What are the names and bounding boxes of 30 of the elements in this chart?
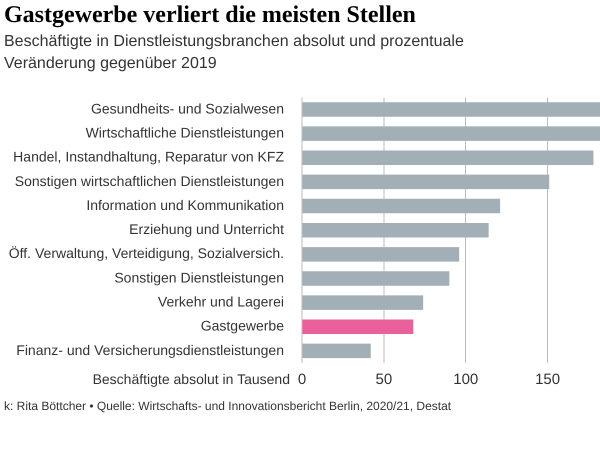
bar: [302, 247, 460, 262]
text: k: Rita Böttcher • Quelle: Wirtschafts- und Innovationsbericht Berlin, 2020/21, Destat: [3, 398, 452, 415]
y-tick-label: Finanz- und Versicherungsdienstleistungen: [16, 342, 284, 358]
y-tick-label: Information und Kommunikation: [86, 196, 284, 213]
y-tick-label: Gastgewerbe: [200, 318, 284, 334]
y-tick-label: Sonstigen wirtschaftlichen Dienstleistungen: [14, 172, 284, 189]
y-tick-label: Verkehr und Lagerei: [158, 293, 284, 310]
x-tick-label: 100: [453, 371, 478, 388]
x-axis-title: Beschäftigte absolut in Tausend: [92, 370, 290, 387]
bar: [302, 320, 414, 334]
bar: [302, 198, 500, 214]
bar: [302, 344, 371, 358]
y-tick-label: Wirtschaftliche Dienstleistungen: [86, 124, 284, 140]
x-tick-label: 150: [535, 371, 560, 388]
x-tick-label: 50: [376, 371, 392, 388]
chart-subtitle: Beschäftigte in Dienstleistungsbranchen absolut und prozentuale Veränderung gegenüber 2019: [3, 32, 465, 74]
y-tick-label: Handel, Instandhaltung, Reparatur von KFZ: [13, 148, 284, 165]
bar: [302, 295, 424, 310]
y-tick-label: Öff. Verwaltung, Verteidigung, Sozialversich.: [8, 245, 284, 262]
x-tick-label: 0: [298, 371, 306, 388]
y-tick-label: Erziehung und Unterricht: [129, 221, 284, 238]
bar: [302, 174, 550, 190]
bar: [302, 126, 600, 141]
bar: [302, 102, 600, 117]
chart-title: Gastgewerbe verliert die meisten Stellen: [3, 1, 417, 29]
y-tick-label: Gesundheits- und Sozialwesen: [90, 100, 284, 116]
bar: [302, 271, 450, 286]
y-tick-label: Sonstigen Dienstleistungen: [114, 269, 284, 286]
bar: [302, 222, 489, 238]
bar: [302, 150, 594, 166]
